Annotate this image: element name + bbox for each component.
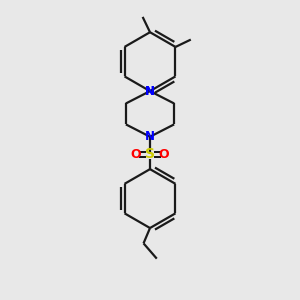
- Text: N: N: [145, 130, 155, 143]
- Text: N: N: [145, 85, 155, 98]
- Text: O: O: [130, 148, 141, 161]
- Text: N: N: [145, 85, 155, 98]
- Text: S: S: [145, 147, 155, 161]
- Text: O: O: [159, 148, 170, 161]
